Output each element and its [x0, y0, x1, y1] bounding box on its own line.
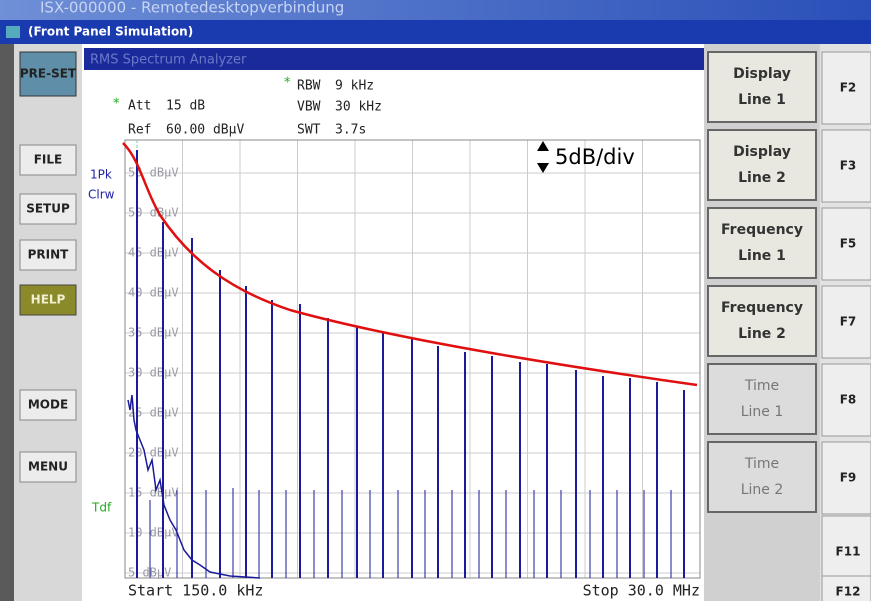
softkey-line: Frequency: [721, 300, 803, 316]
scale-label: 5dB/div: [555, 145, 635, 169]
print-button[interactable]: [19, 239, 77, 271]
softkey[interactable]: [707, 207, 817, 279]
app-icon: [6, 26, 20, 38]
fkey-label: F11: [836, 545, 861, 559]
softkey[interactable]: [707, 129, 817, 201]
fkey[interactable]: [821, 285, 871, 359]
window-title: ISX-000000 - Remotedesktopverbindung: [40, 0, 344, 17]
trace-1: 1Pk: [90, 168, 112, 182]
star: *: [113, 97, 120, 112]
setup-button[interactable]: [19, 193, 77, 225]
ref-value: 60.00 dBµV: [166, 123, 244, 138]
level-label: 10 dBµV: [128, 526, 179, 540]
vbw-label: VBW: [297, 100, 321, 115]
fkey-label: F7: [840, 315, 857, 329]
vbw-value: 30 kHz: [335, 100, 382, 115]
tdf-label: Tdf: [91, 501, 112, 515]
softkey-line: Frequency: [721, 222, 803, 238]
fkeys: F2 F3 F5 F7 F8 F9 F11 F12: [821, 51, 871, 601]
fkey-label: F2: [840, 81, 857, 95]
fkey[interactable]: [821, 207, 871, 281]
level-label: 50 dBµV: [128, 206, 179, 220]
limit-line: [122, 142, 698, 387]
softkey-line: Display: [733, 66, 791, 82]
mode-label: MODE: [28, 398, 68, 412]
softkey[interactable]: [707, 51, 817, 123]
rbw-label: RBW: [297, 79, 321, 94]
trace-2: Clrw: [88, 188, 115, 202]
display-header: [84, 48, 704, 70]
mode-button[interactable]: [19, 389, 77, 421]
ref-label: Ref: [128, 123, 151, 138]
level-label: 35 dBµV: [128, 326, 179, 340]
softkey[interactable]: [707, 285, 817, 357]
level-label: 20 dBµV: [128, 446, 179, 460]
level-label: 45 dBµV: [128, 246, 179, 260]
spectrum: [127, 150, 685, 579]
preset-label: PRE-SET: [20, 67, 77, 81]
rbw-value: 9 kHz: [335, 79, 374, 94]
window-subtitle: (Front Panel Simulation): [28, 25, 193, 39]
softkey-line: Line 2: [741, 482, 784, 498]
softkey-line: Line 1: [738, 248, 786, 264]
left-panel: [14, 44, 82, 601]
level-label: 15 dBµV: [128, 486, 179, 500]
fkey[interactable]: [821, 363, 871, 437]
preset-button[interactable]: [19, 51, 77, 97]
fkey-label: F8: [840, 393, 857, 407]
file-label: FILE: [34, 153, 63, 167]
settings: * Att 15 dB Ref 60.00 dBµV * RBW 9 kHz V…: [113, 76, 382, 138]
level-label: 40 dBµV: [128, 286, 179, 300]
header-text: RMS Spectrum Analyzer: [90, 53, 247, 68]
level-label: 25 dBµV: [128, 406, 179, 420]
fkey-label: F12: [836, 585, 861, 599]
softkey[interactable]: [707, 441, 817, 513]
softkey-line: Line 1: [738, 92, 786, 108]
level-label: 55 dBµV: [128, 166, 179, 180]
fkey[interactable]: [821, 575, 871, 601]
fkey-label: F3: [840, 159, 857, 173]
softkeys: Display Line 1 Display Line 2 Frequency Line …: [707, 51, 817, 513]
softkey-line: Line 1: [741, 404, 784, 420]
softkey[interactable]: [707, 363, 817, 435]
att-value: 15 dB: [166, 99, 205, 114]
print-label: PRINT: [28, 248, 70, 262]
star: *: [284, 76, 291, 91]
fkey[interactable]: [821, 51, 871, 125]
start-label: Start 150.0 kHz: [128, 582, 263, 600]
left-edge: [0, 44, 14, 601]
swt-label: SWT: [297, 123, 321, 138]
remote-title-bar: [0, 0, 871, 20]
file-button[interactable]: [19, 144, 77, 176]
softkey-line: Line 2: [738, 326, 786, 342]
softkey-line: Display: [733, 144, 791, 160]
fkey-label: F5: [840, 237, 857, 251]
title-bar: [0, 20, 871, 44]
fkey[interactable]: [821, 441, 871, 515]
level-label: 30 dBµV: [128, 366, 179, 380]
left-buttons: PRE-SET FILE SETUP PRINT HELP MODE MENU: [19, 51, 77, 483]
setup-label: SETUP: [26, 202, 70, 216]
att-label: Att: [128, 99, 151, 114]
fkey[interactable]: [821, 129, 871, 203]
stop-label: Stop 30.0 MHz: [583, 582, 700, 600]
scale-arrow: [537, 141, 549, 173]
swt-value: 3.7s: [335, 123, 366, 138]
menu-button[interactable]: [19, 451, 77, 483]
softkey-line: Time: [744, 456, 779, 472]
softkey-line: Line 2: [738, 170, 786, 186]
level-labels: 55 dBµV 50 dBµV 45 dBµV 40 dBµV 35 dBµV 30 dB…: [128, 166, 179, 580]
fkey-label: F9: [840, 471, 857, 485]
help-button[interactable]: [19, 284, 77, 316]
display: [82, 44, 704, 601]
softkey-line: Time: [744, 378, 779, 394]
help-label: HELP: [31, 293, 66, 307]
menu-label: MENU: [28, 460, 68, 474]
